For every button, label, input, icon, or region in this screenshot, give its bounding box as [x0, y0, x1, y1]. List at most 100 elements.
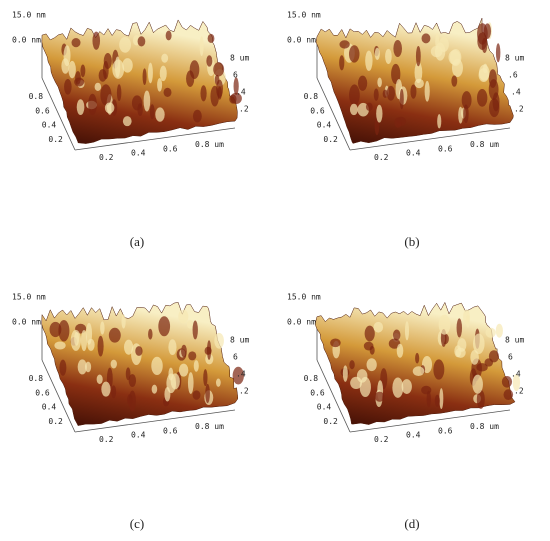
right-label: 6: [233, 353, 238, 362]
surface-peak: [158, 316, 171, 337]
surface-peak: [451, 75, 458, 87]
surface-peak: [382, 89, 388, 98]
surface-peak: [199, 36, 204, 56]
surface-peak: [61, 58, 70, 74]
surface-peak: [76, 99, 85, 115]
surface-peak: [386, 85, 396, 101]
surface-peak: [394, 117, 402, 128]
surface-peak: [87, 338, 95, 351]
surface-peak: [192, 320, 198, 340]
surface-peak: [88, 93, 97, 116]
surface-peak: [366, 358, 377, 372]
surface-peak: [168, 367, 174, 381]
surface-peak: [119, 36, 131, 53]
surface-peak: [454, 345, 462, 358]
surface-peak: [188, 351, 197, 361]
surface-peak: [207, 33, 215, 44]
surface-peak: [374, 47, 380, 60]
surface-peak: [94, 82, 102, 92]
axis-line: [349, 409, 511, 433]
z-label: 0.0 nm: [12, 36, 41, 45]
surface-peak: [503, 389, 514, 401]
surface-peak: [178, 363, 189, 377]
surface-peak: [430, 45, 443, 58]
surface-peak: [64, 78, 72, 95]
y-label: 0.8: [29, 374, 44, 383]
y-label: 0.8: [304, 92, 319, 101]
surface-peak: [396, 343, 404, 358]
surface-peak: [349, 103, 358, 116]
surface-peak: [385, 48, 392, 65]
surface-peak: [80, 64, 86, 78]
right-label: 6: [508, 353, 513, 362]
surface-peak: [364, 325, 375, 342]
surface-peak: [461, 91, 472, 109]
surface-peak: [392, 329, 401, 341]
surface-peak: [71, 38, 81, 48]
surface-peak: [157, 78, 163, 92]
surface-peak: [421, 33, 431, 44]
surface-peak: [424, 80, 430, 102]
surface-peak: [74, 331, 80, 346]
right-label: .4: [236, 88, 246, 97]
surface-peak: [365, 50, 373, 71]
y-label: 0.6: [310, 388, 325, 397]
axis-line: [41, 77, 76, 151]
y-label: 0.2: [323, 135, 338, 144]
surface-peak: [477, 32, 488, 50]
surface-peak: [233, 77, 239, 95]
surface-peak: [488, 350, 499, 363]
surface-peak: [200, 85, 207, 102]
surface-peak: [412, 366, 425, 377]
surface-peak: [356, 369, 368, 383]
surface-peak: [148, 328, 153, 340]
surface-peak: [137, 103, 143, 117]
z-label: 15.0 nm: [12, 293, 46, 302]
right-label: .2: [239, 387, 249, 396]
surface-peak: [433, 359, 445, 380]
right-label: .4: [511, 88, 521, 97]
surface-peak: [186, 319, 194, 329]
surface-peak: [58, 319, 70, 342]
right-label: .2: [514, 387, 524, 396]
x-label: 0.6: [163, 144, 178, 153]
surface-peak: [377, 77, 382, 88]
x-label: 0.2: [374, 153, 389, 162]
surface-peak: [391, 63, 401, 85]
x-label: 0.8 um: [470, 422, 499, 431]
y-label: 0.6: [310, 106, 325, 115]
surface-peak: [151, 384, 158, 394]
surface-peak: [155, 107, 165, 122]
x-label: 0.8 um: [470, 140, 499, 149]
panel-caption: (d): [404, 516, 419, 531]
y-label: 0.8: [29, 92, 44, 101]
y-label: 0.4: [42, 121, 57, 130]
axis-line: [316, 77, 351, 151]
surface-peak: [339, 40, 350, 49]
panel-caption: (b): [404, 234, 419, 249]
surface-peak: [393, 39, 403, 57]
surface-peak: [470, 350, 479, 365]
surface-peak: [415, 352, 420, 364]
axis-line: [41, 359, 76, 433]
surface-peak: [80, 330, 88, 352]
surface-peak: [439, 388, 444, 410]
z-label: 15.0 nm: [287, 293, 321, 302]
surface-peak: [104, 102, 115, 114]
y-label: 0.8: [304, 374, 319, 383]
surface-peak: [476, 89, 488, 107]
right-label: 8 um: [230, 54, 249, 63]
surface-peak: [181, 344, 187, 358]
surface-peak: [125, 367, 131, 381]
x-label: 0.4: [406, 431, 421, 440]
axis-line: [74, 127, 236, 151]
surface-peak: [77, 359, 87, 375]
surface-peak: [401, 379, 412, 394]
surface-peak: [404, 321, 410, 341]
x-label: 0.4: [131, 149, 146, 158]
y-label: 0.2: [48, 135, 63, 144]
surface-peak: [414, 61, 423, 84]
surface-peak: [193, 360, 199, 372]
surface-peak: [54, 341, 66, 350]
